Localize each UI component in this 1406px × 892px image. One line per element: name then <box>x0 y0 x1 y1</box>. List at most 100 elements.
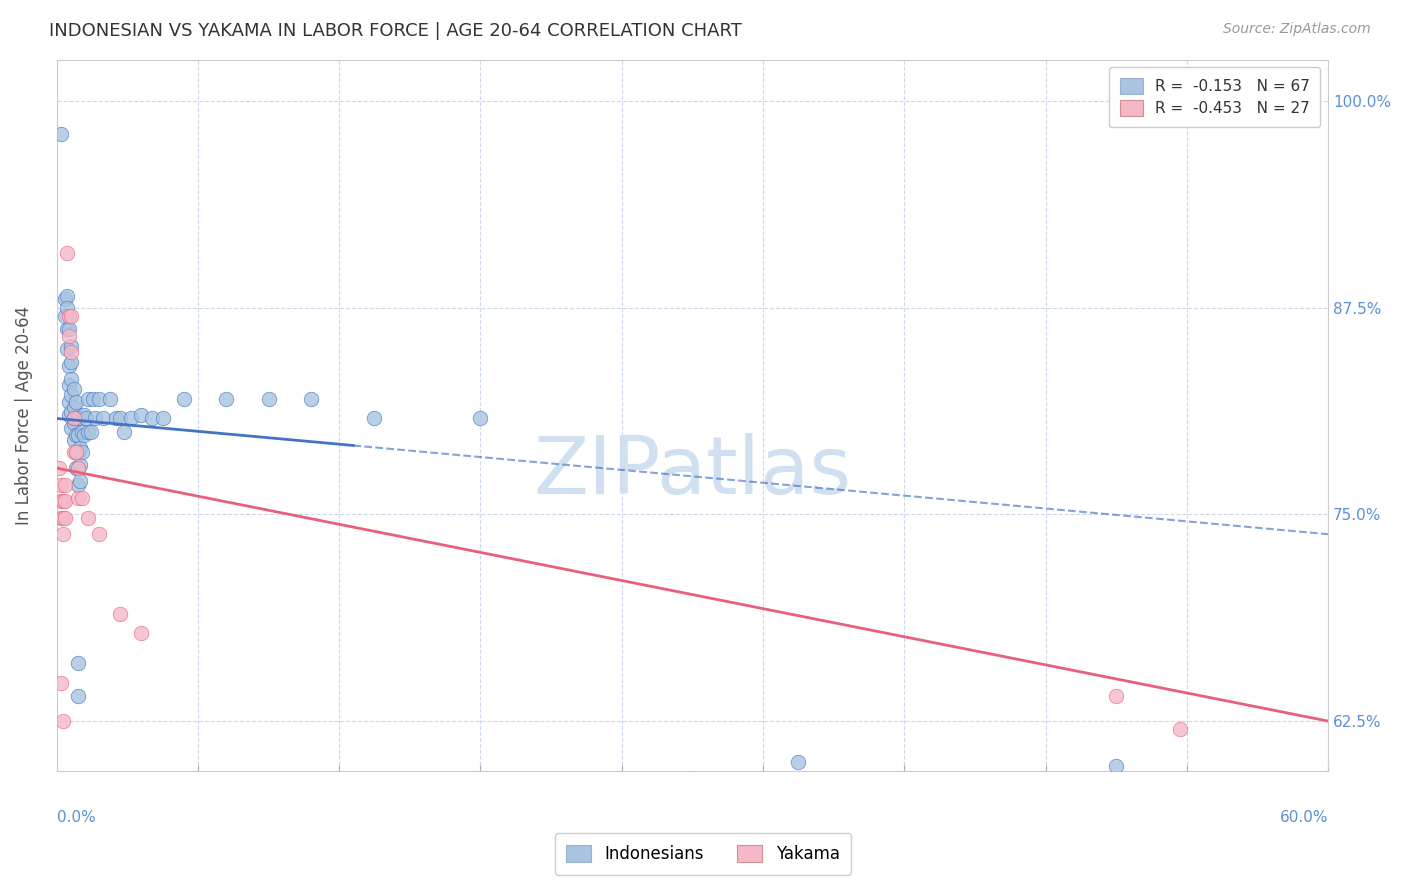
Point <box>69 458 91 472</box>
Point <box>52 527 75 541</box>
Point <box>69 441 91 455</box>
Point <box>53 494 76 508</box>
Point <box>66 411 89 425</box>
Point <box>681 772 703 786</box>
Point <box>58 322 80 336</box>
Point <box>141 411 163 425</box>
Point <box>66 491 89 505</box>
Point <box>1105 758 1128 772</box>
Text: 0.0%: 0.0% <box>56 810 96 825</box>
Point <box>62 411 84 425</box>
Point <box>49 510 72 524</box>
Point <box>62 400 84 414</box>
Point <box>58 395 80 409</box>
Point <box>65 444 87 458</box>
Point <box>73 428 96 442</box>
Point <box>77 392 100 406</box>
Point <box>62 382 84 396</box>
Point <box>52 510 75 524</box>
Point <box>82 392 104 406</box>
Point <box>70 444 93 458</box>
Text: 60.0%: 60.0% <box>1279 810 1329 825</box>
Point <box>787 756 810 770</box>
Point <box>66 428 89 442</box>
Point <box>62 411 84 425</box>
Point <box>65 395 87 409</box>
Point <box>60 345 83 359</box>
Text: INDONESIAN VS YAKAMA IN LABOR FORCE | AGE 20-64 CORRELATION CHART: INDONESIAN VS YAKAMA IN LABOR FORCE | AG… <box>49 22 742 40</box>
Point <box>1168 723 1191 737</box>
Point <box>56 342 79 356</box>
Point <box>152 411 174 425</box>
Legend: Indonesians, Yakama: Indonesians, Yakama <box>554 833 852 875</box>
Point <box>77 510 100 524</box>
Point <box>91 411 114 425</box>
Point <box>58 359 80 373</box>
Point <box>470 411 492 425</box>
Point <box>257 392 280 406</box>
Point <box>66 657 89 671</box>
Point <box>75 411 97 425</box>
Point <box>66 461 89 475</box>
Point <box>98 392 121 406</box>
Point <box>87 392 110 406</box>
Point <box>56 322 79 336</box>
Point <box>49 676 72 690</box>
Point <box>66 461 89 475</box>
Point <box>58 309 80 323</box>
Point <box>120 411 142 425</box>
Point <box>70 491 93 505</box>
Point <box>53 477 76 491</box>
Point <box>131 626 153 640</box>
Point <box>77 425 100 439</box>
Point <box>65 444 87 458</box>
Y-axis label: In Labor Force | Age 20-64: In Labor Force | Age 20-64 <box>15 306 32 524</box>
Point <box>49 477 72 491</box>
Point <box>49 127 72 141</box>
Point <box>104 411 127 425</box>
Point <box>70 425 93 439</box>
Text: ZIPatlas: ZIPatlas <box>533 433 852 511</box>
Point <box>52 494 75 508</box>
Point <box>62 417 84 431</box>
Point <box>52 714 75 728</box>
Point <box>108 607 131 621</box>
Point <box>60 355 83 369</box>
Point <box>58 378 80 392</box>
Point <box>65 461 87 475</box>
Point <box>53 293 76 307</box>
Point <box>60 372 83 386</box>
Point <box>62 433 84 447</box>
Point <box>73 408 96 422</box>
Point <box>131 408 153 422</box>
Point <box>56 289 79 303</box>
Point <box>108 411 131 425</box>
Point <box>48 461 70 475</box>
Point <box>65 428 87 442</box>
Point <box>58 408 80 422</box>
Point <box>56 301 79 315</box>
Point <box>1105 690 1128 704</box>
Point <box>53 309 76 323</box>
Point <box>56 246 79 260</box>
Point <box>363 411 385 425</box>
Point <box>60 421 83 435</box>
Point <box>215 392 238 406</box>
Point <box>173 392 195 406</box>
Point <box>60 309 83 323</box>
Point <box>79 425 101 439</box>
Text: Source: ZipAtlas.com: Source: ZipAtlas.com <box>1223 22 1371 37</box>
Point <box>66 690 89 704</box>
Point <box>60 339 83 353</box>
Point <box>299 392 322 406</box>
Point <box>58 328 80 343</box>
Legend: R =  -0.153   N = 67, R =  -0.453   N = 27: R = -0.153 N = 67, R = -0.453 N = 27 <box>1109 67 1320 127</box>
Point <box>62 444 84 458</box>
Point <box>87 527 110 541</box>
Point <box>66 444 89 458</box>
Point <box>53 510 76 524</box>
Point <box>69 475 91 489</box>
Point <box>60 388 83 402</box>
Point <box>65 411 87 425</box>
Point <box>112 425 135 439</box>
